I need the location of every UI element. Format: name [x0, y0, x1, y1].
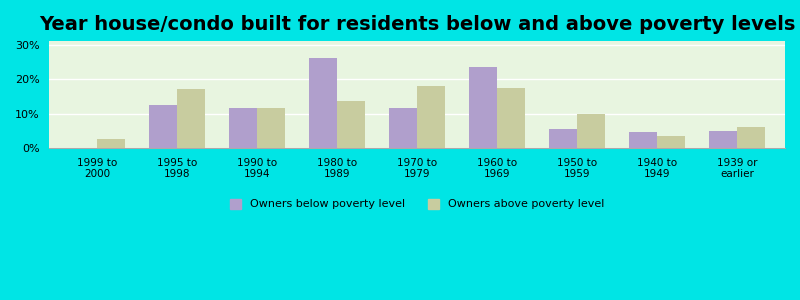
Bar [577, 113, 605, 148]
Bar [418, 86, 446, 148]
Bar [657, 136, 685, 148]
Bar [737, 127, 765, 148]
Bar [150, 105, 178, 148]
Bar [470, 67, 497, 148]
Bar [258, 108, 286, 148]
Legend: Owners below poverty level, Owners above poverty level: Owners below poverty level, Owners above… [226, 194, 609, 214]
Bar [98, 140, 126, 148]
Bar [709, 131, 737, 148]
Bar [497, 88, 525, 148]
Bar [338, 101, 366, 148]
Bar [230, 108, 258, 148]
Bar [549, 129, 577, 148]
Bar [629, 133, 657, 148]
Bar [390, 108, 418, 148]
Bar [178, 89, 206, 148]
Title: Year house/condo built for residents below and above poverty levels: Year house/condo built for residents bel… [39, 15, 795, 34]
Bar [310, 58, 338, 148]
